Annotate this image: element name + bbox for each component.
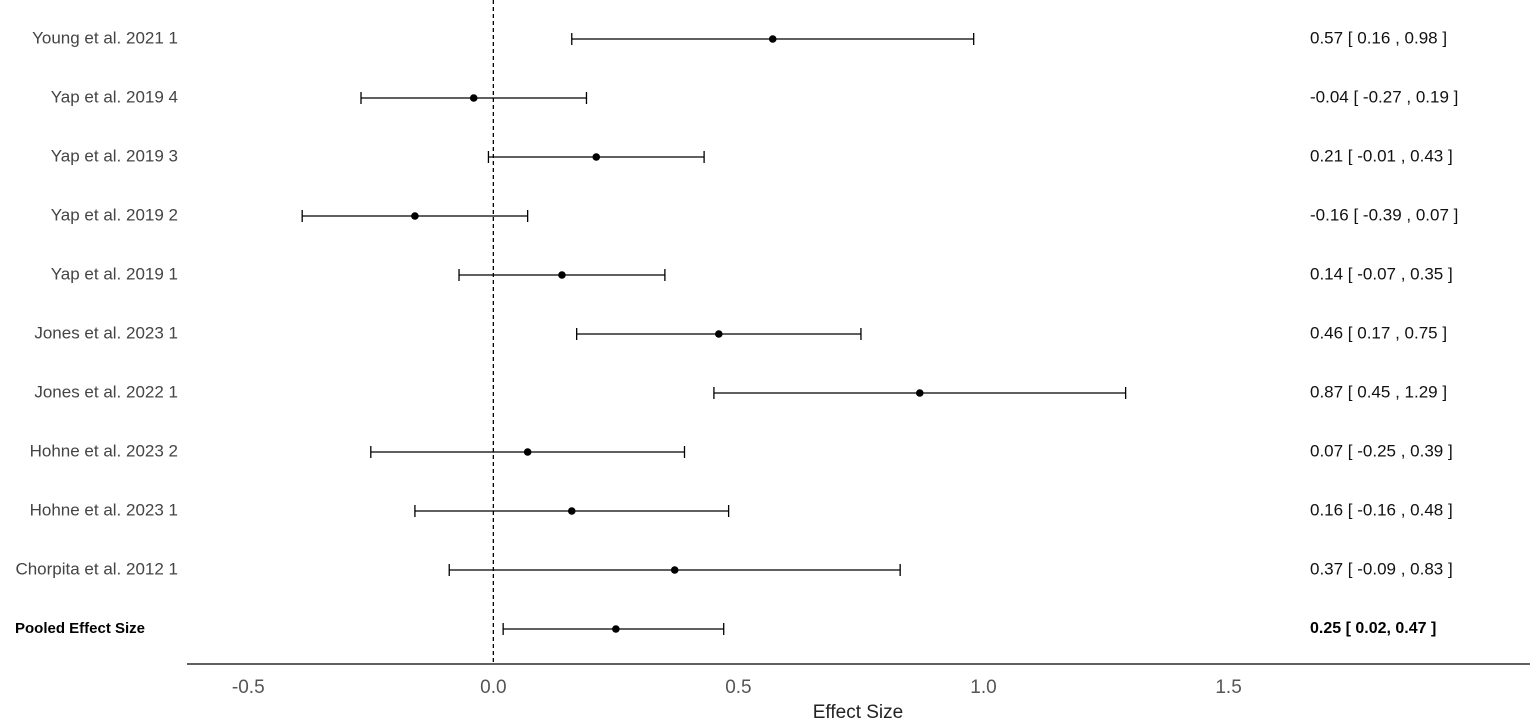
point-estimate [469,94,478,102]
x-tick-label: 0.0 [480,677,506,698]
ci-label: 0.16 [ -0.16 , 0.48 ] [1310,500,1453,519]
study-label: Yap et al. 2019 1 [51,264,178,283]
ci-label: 0.25 [ 0.02, 0.47 ] [1310,620,1436,637]
point-estimate [768,35,777,43]
ci-label: 0.14 [ -0.07 , 0.35 ] [1310,264,1453,283]
ci-label: -0.04 [ -0.27 , 0.19 ] [1310,87,1458,106]
ci-label: 0.46 [ 0.17 , 0.75 ] [1310,323,1447,342]
ci-label: 0.21 [ -0.01 , 0.43 ] [1310,146,1453,165]
study-label: Yap et al. 2019 2 [51,205,178,224]
ci-label: -0.16 [ -0.39 , 0.07 ] [1310,205,1458,224]
point-estimate [715,330,723,338]
point-estimate [592,153,601,161]
study-label: Pooled Effect Size [15,620,145,637]
study-label: Hohne et al. 2023 2 [30,441,178,460]
ci-label: 0.07 [ -0.25 , 0.39 ] [1310,441,1453,460]
ci-label: 0.37 [ -0.09 , 0.83 ] [1310,559,1453,578]
point-estimate [567,507,576,515]
x-tick-label: 1.5 [1215,677,1241,698]
study-label: Jones et al. 2022 1 [34,382,178,401]
study-label: Hohne et al. 2023 1 [30,500,178,519]
x-tick-label: -0.5 [232,677,265,698]
study-label: Jones et al. 2023 1 [34,323,178,342]
point-estimate [915,389,924,397]
study-label: Chorpita et al. 2012 1 [15,559,178,578]
x-tick-label: 0.5 [725,677,751,698]
ci-label: 0.87 [ 0.45 , 1.29 ] [1310,382,1447,401]
study-label: Yap et al. 2019 3 [51,146,178,165]
study-label: Young et al. 2021 1 [32,28,178,47]
point-estimate [411,212,419,220]
point-estimate [523,448,532,456]
point-estimate [612,625,620,633]
point-estimate [670,566,679,574]
point-estimate [558,271,566,279]
x-axis-label: Effect Size [813,702,903,723]
ci-label: 0.57 [ 0.16 , 0.98 ] [1310,28,1447,47]
x-tick-label: 1.0 [970,677,996,698]
study-label: Yap et al. 2019 4 [51,87,178,106]
